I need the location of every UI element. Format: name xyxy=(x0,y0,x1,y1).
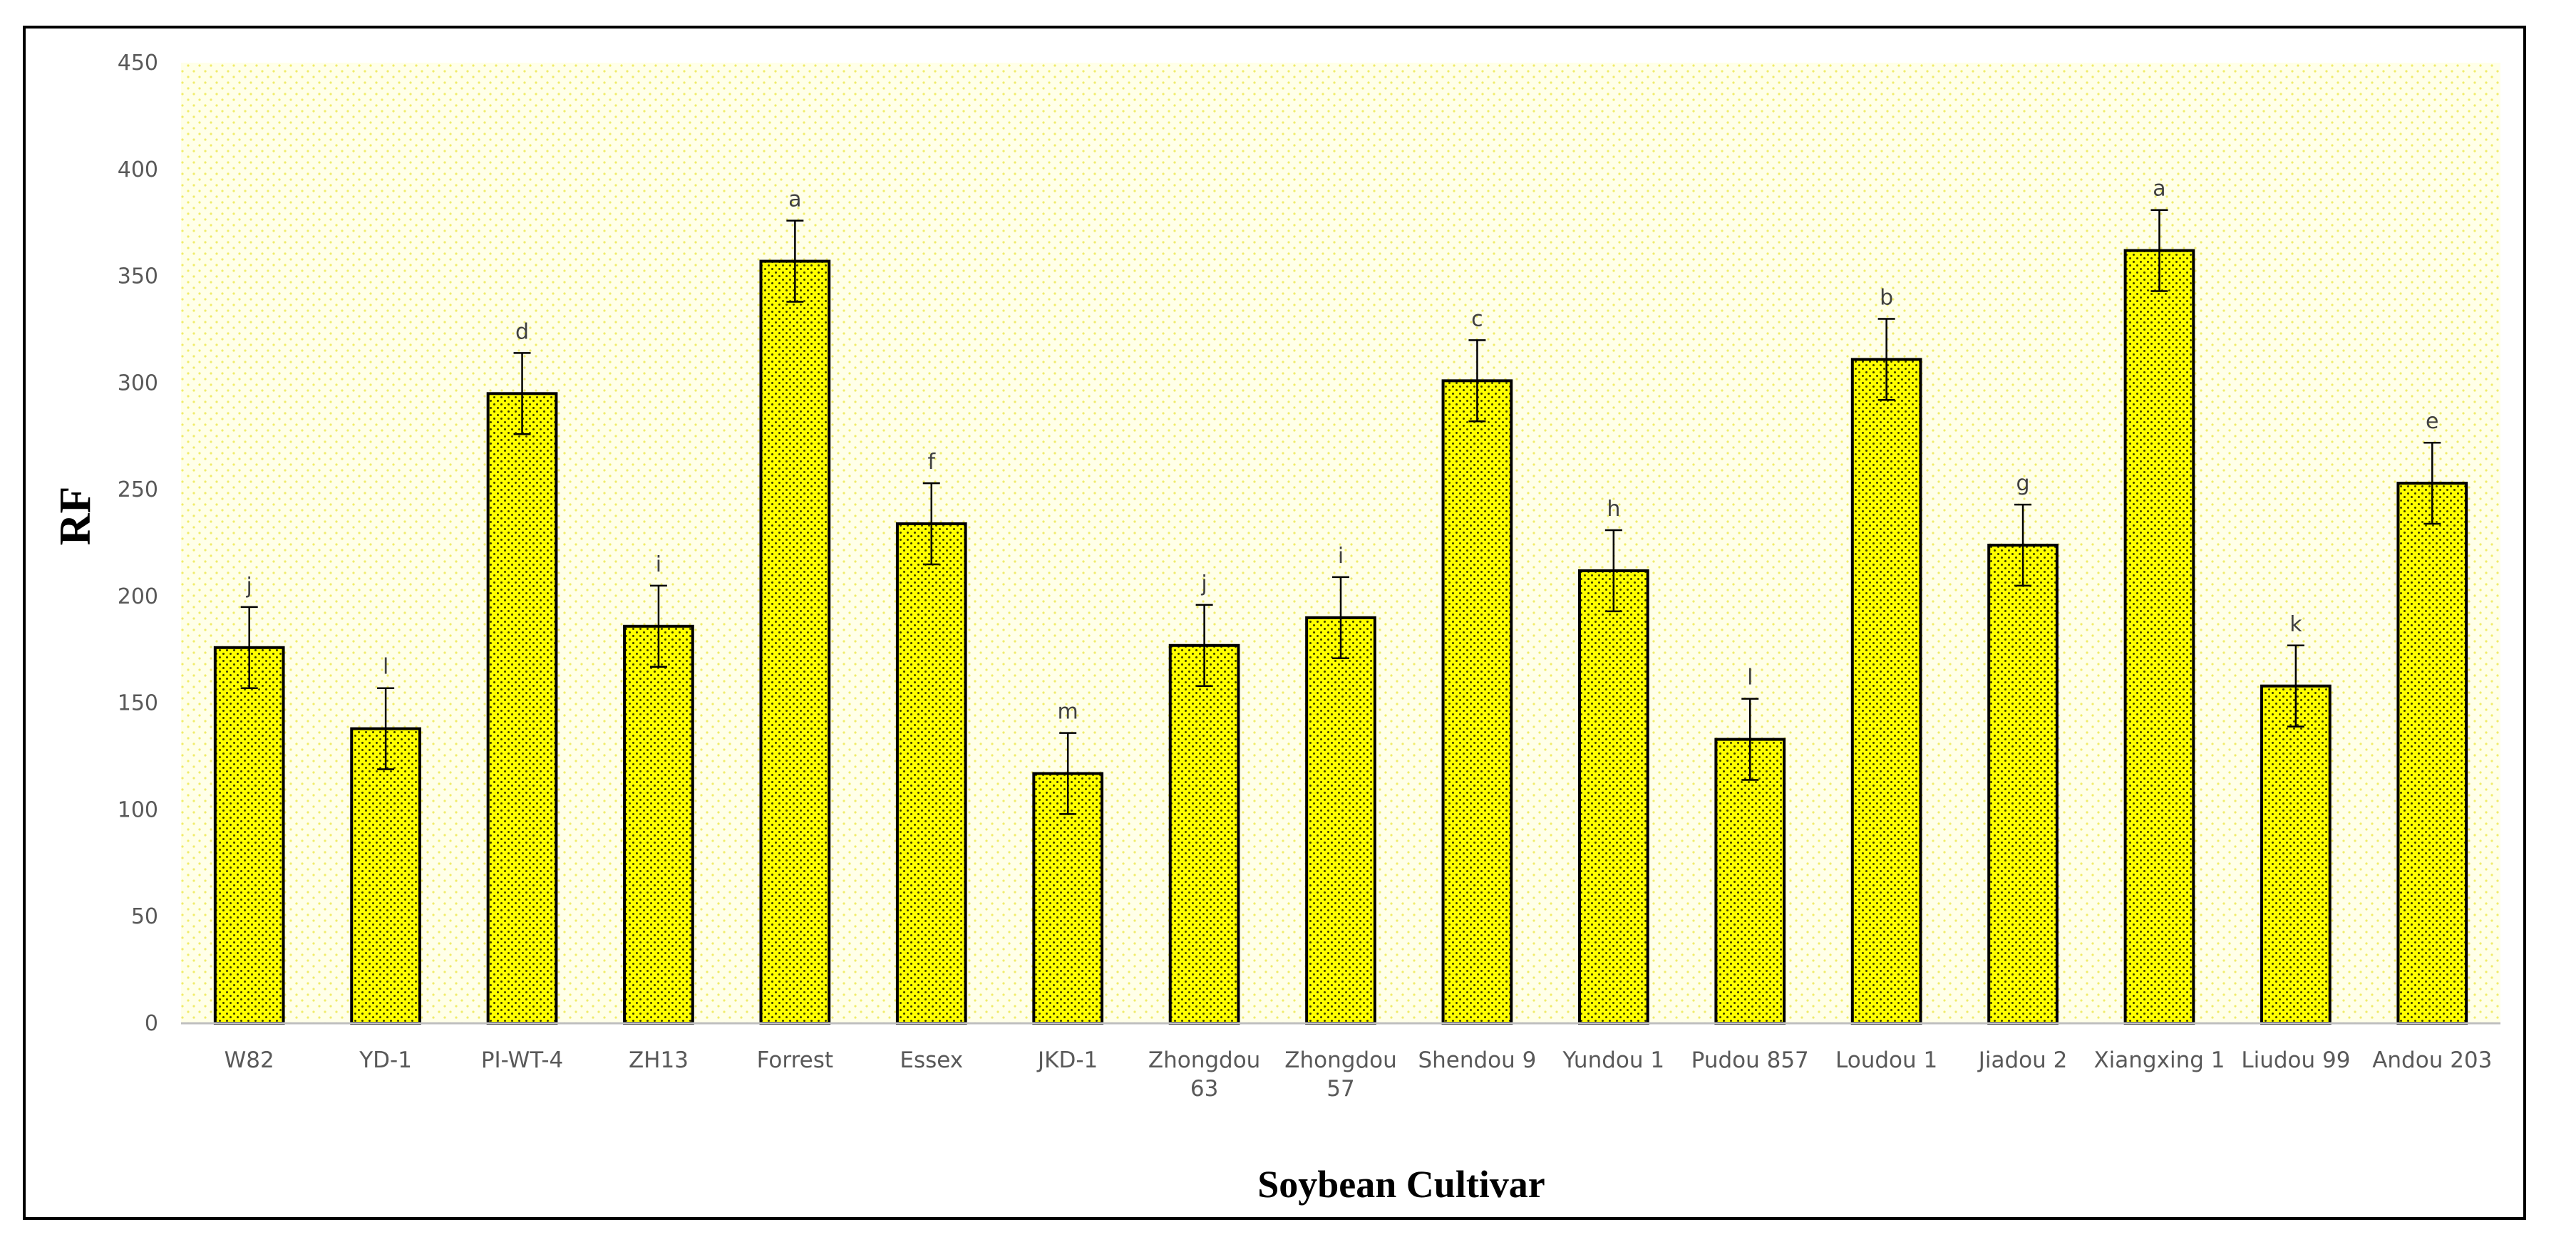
significance-label: m xyxy=(1058,700,1078,725)
bar xyxy=(1168,643,1240,1025)
x-tick-label: Pudou 857 xyxy=(1691,1047,1809,1073)
x-tick-label: Essex xyxy=(900,1047,963,1073)
error-bar xyxy=(2287,644,2304,728)
bar xyxy=(895,522,967,1025)
significance-label: l xyxy=(1747,666,1753,690)
significance-label: g xyxy=(2016,471,2030,496)
error-bar xyxy=(2423,441,2441,525)
x-tick-label: Xiangxing 1 xyxy=(2093,1047,2225,1073)
y-tick-label: 450 xyxy=(118,51,158,76)
error-bar xyxy=(513,352,531,435)
x-tick-label: PI-WT-4 xyxy=(481,1047,563,1073)
chart-frame: 0 50 100 150 200 250 300 350 400 450 j l d i a f m j i c h l… xyxy=(23,26,2526,1220)
bar xyxy=(1577,569,1649,1025)
bar xyxy=(350,727,421,1025)
error-bar xyxy=(1195,604,1213,687)
y-tick-label: 100 xyxy=(118,797,158,822)
x-tick-label: Shendou 9 xyxy=(1418,1047,1536,1073)
x-tick-label: Forrest xyxy=(757,1047,833,1073)
error-bar xyxy=(2150,209,2168,292)
bar xyxy=(2260,684,2332,1025)
y-axis-title: RF xyxy=(51,487,100,546)
error-bar xyxy=(922,482,940,566)
x-axis-title: Soybean Cultivar xyxy=(1257,1163,1545,1206)
x-tick-label: Zhongdou 63 xyxy=(1148,1047,1260,1102)
x-tick-label: YD-1 xyxy=(359,1047,412,1073)
significance-label: c xyxy=(1471,306,1483,331)
y-tick-label: 250 xyxy=(118,477,158,502)
significance-label: f xyxy=(927,450,936,475)
bar xyxy=(759,259,831,1025)
bar xyxy=(2123,249,2195,1025)
error-bar xyxy=(786,219,804,303)
y-axis: 0 50 100 150 200 250 300 350 400 450 xyxy=(118,51,158,1036)
bar xyxy=(213,646,285,1025)
x-tick-label: W82 xyxy=(225,1047,274,1073)
significance-label: i xyxy=(656,552,661,577)
error-bar xyxy=(1877,318,1895,401)
significance-label: k xyxy=(2289,612,2302,637)
significance-label: a xyxy=(788,187,801,212)
error-bar xyxy=(649,584,667,668)
error-bar xyxy=(1604,529,1622,613)
bar xyxy=(1987,543,2059,1025)
bar xyxy=(486,392,558,1025)
error-bar xyxy=(377,687,395,770)
x-tick-label: Zhongdou 57 xyxy=(1284,1047,1396,1102)
error-bar xyxy=(1468,339,1486,423)
significance-label: j xyxy=(246,574,252,599)
significance-label: l xyxy=(383,655,388,680)
x-tick-label: ZH13 xyxy=(629,1047,689,1073)
y-tick-label: 50 xyxy=(131,904,158,929)
error-bar xyxy=(2014,503,2032,587)
significance-label: j xyxy=(1200,571,1207,596)
x-axis: W82 YD-1 PI-WT-4 ZH13 Forrest Essex JKD-1 Zhong… xyxy=(225,1047,2493,1102)
significance-label: i xyxy=(1338,544,1344,569)
significance-label: d xyxy=(515,319,529,344)
bar-series: j l d i a f m j i c h l b g a k e xyxy=(213,177,2468,1025)
significance-label: b xyxy=(1880,285,1893,310)
bar xyxy=(2396,482,2468,1025)
x-tick-label: Yundou 1 xyxy=(1562,1047,1665,1073)
error-bar xyxy=(1332,576,1349,660)
x-tick-label: Loudou 1 xyxy=(1835,1047,1937,1073)
error-bar xyxy=(1059,732,1077,815)
significance-label: h xyxy=(1607,497,1620,522)
bar xyxy=(1714,738,1786,1025)
y-tick-label: 0 xyxy=(145,1011,158,1036)
y-tick-label: 300 xyxy=(118,371,158,395)
x-tick-label: Jiadou 2 xyxy=(1977,1047,2068,1073)
y-tick-label: 400 xyxy=(118,157,158,182)
significance-label: e xyxy=(2426,409,2438,434)
y-tick-label: 150 xyxy=(118,691,158,716)
bar xyxy=(1032,772,1104,1025)
bar xyxy=(623,624,694,1025)
x-tick-label: JKD-1 xyxy=(1036,1047,1098,1073)
y-tick-label: 200 xyxy=(118,584,158,609)
x-tick-label: Andou 203 xyxy=(2372,1047,2492,1073)
bar xyxy=(1441,379,1513,1025)
bar xyxy=(1305,616,1376,1025)
error-bar xyxy=(240,606,258,689)
error-bar xyxy=(1741,698,1759,781)
bar xyxy=(1850,358,1922,1025)
bar-chart: 0 50 100 150 200 250 300 350 400 450 j l d i a f m j i c h l… xyxy=(51,51,2500,1206)
y-tick-label: 350 xyxy=(118,264,158,289)
significance-label: a xyxy=(2153,177,2165,202)
x-tick-label: Liudou 99 xyxy=(2241,1047,2350,1073)
